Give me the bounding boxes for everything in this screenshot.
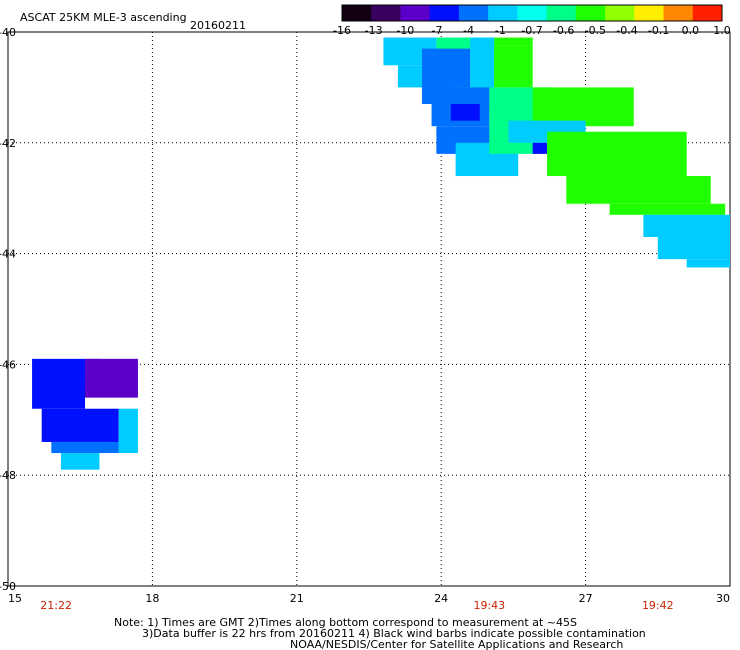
colorbar-swatch (634, 5, 665, 21)
colorbar-frame (341, 4, 723, 22)
colorbar-labels: -16 -13 -10 -7 -4 -1 -0.7 -0.6 -0.5 -0.4 -0.1 0.0 1.… (333, 24, 731, 37)
colorbar-label: -16 (333, 24, 351, 37)
colorbar-swatch (488, 5, 518, 21)
colorbar (341, 4, 723, 22)
x-tick-label: 18 (145, 592, 159, 605)
colorbar-swatch (400, 5, 431, 21)
colorbar-label: -0.5 (585, 24, 606, 37)
data-cell (32, 358, 100, 382)
colorbar-label: -10 (396, 24, 414, 37)
data-layer (32, 37, 730, 470)
colorbar-label: -0.4 (616, 24, 637, 37)
colorbar-swatch (692, 5, 723, 21)
y-tick-label: -42 (0, 137, 16, 150)
x-tick-labels: 15 18 21 24 27 30 (8, 592, 730, 605)
colorbar-label: 0.0 (682, 24, 700, 37)
colorbar-label: -7 (432, 24, 443, 37)
data-cell (566, 176, 711, 204)
y-tick-labels: -40 -42 -44 -46 -48 -50 (0, 26, 16, 593)
data-cell (532, 87, 634, 127)
colorbar-swatch (546, 5, 577, 21)
note-line-2: 3)Data buffer is 22 hrs from 20160211 4)… (142, 627, 646, 640)
data-cell (32, 381, 86, 409)
note-line-1: Note: 1) Times are GMT 2)Times along bot… (114, 616, 577, 629)
data-cell (609, 203, 726, 215)
data-cell (494, 37, 533, 46)
y-tick-label: -40 (0, 26, 16, 39)
chart-date: 20160211 (190, 19, 246, 32)
colorbar-label: -13 (365, 24, 383, 37)
colorbar-swatch (429, 5, 460, 21)
data-cell (547, 131, 687, 177)
colorbar-label: -4 (463, 24, 474, 37)
x-tick-label: 15 (8, 592, 22, 605)
colorbar-swatch (371, 5, 401, 21)
y-tick-label: -48 (0, 469, 16, 482)
time-label: 19:43 (473, 599, 505, 612)
x-tick-label: 21 (290, 592, 304, 605)
data-cell (643, 214, 730, 237)
colorbar-label: -0.6 (553, 24, 574, 37)
colorbar-swatch (663, 5, 694, 21)
colorbar-swatch (458, 5, 489, 21)
y-tick-label: -50 (0, 580, 16, 593)
y-tick-label: -44 (0, 248, 16, 261)
data-cell (657, 236, 730, 260)
x-tick-label: 30 (716, 592, 730, 605)
colorbar-label: -0.1 (648, 24, 669, 37)
colorbar-swatch (575, 5, 606, 21)
colorbar-label: -0.7 (521, 24, 542, 37)
data-cell (51, 441, 119, 454)
x-tick-label: 24 (434, 592, 448, 605)
data-cell (85, 358, 138, 398)
colorbar-label: -1 (495, 24, 506, 37)
time-label: 19:42 (642, 599, 674, 612)
colorbar-swatch (342, 5, 372, 21)
note-line-3: NOAA/NESDIS/Center for Satellite Applica… (290, 638, 623, 650)
data-cell (686, 259, 730, 268)
colorbar-swatch (517, 5, 548, 21)
colorbar-label: 1.0 (713, 24, 731, 37)
data-cell (494, 45, 533, 88)
data-cell (118, 408, 138, 454)
time-label: 21:22 (40, 599, 72, 612)
y-tick-label: -46 (0, 358, 16, 371)
data-cell (41, 408, 119, 442)
data-cell (532, 142, 548, 154)
colorbar-swatch (605, 5, 635, 21)
data-cell (60, 453, 100, 470)
x-tick-label: 27 (579, 592, 593, 605)
data-cell (450, 104, 480, 121)
chart-title: ASCAT 25KM MLE-3 ascending (20, 11, 187, 24)
time-labels: 21:22 19:43 19:42 (40, 599, 673, 612)
